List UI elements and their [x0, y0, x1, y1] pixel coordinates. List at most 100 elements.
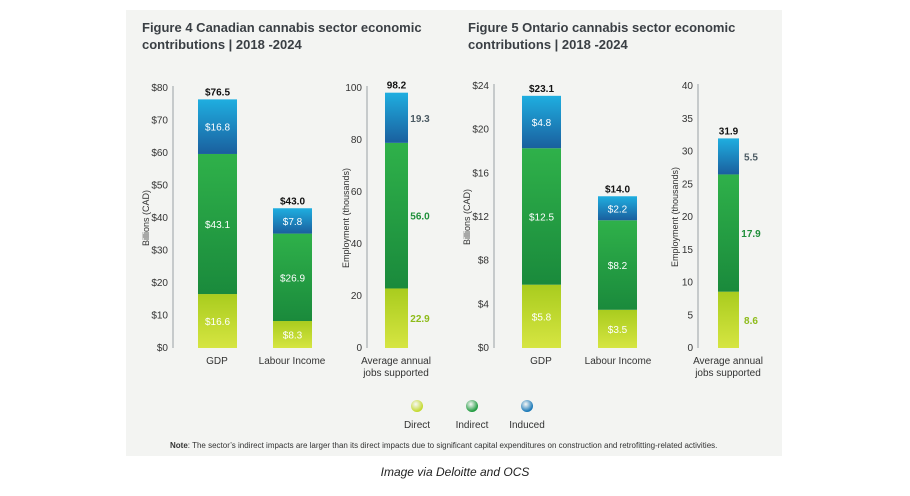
- fig4-money-total-label: $76.5: [205, 87, 230, 98]
- fig5-jobs-ytick-label: 40: [682, 81, 694, 92]
- fig4-money-ytick-label: $80: [151, 83, 168, 94]
- legend-label-direct: Direct: [403, 420, 431, 431]
- fig4-jobs-ytick-label: 100: [345, 83, 362, 94]
- fig4-money-ytick-label: $40: [151, 213, 168, 224]
- fig4-money-data-label-indirect: $43.1: [205, 220, 230, 231]
- fig4-money-data-label-direct: $16.6: [205, 317, 230, 328]
- fig4-jobs-ytick-label: 80: [351, 135, 363, 146]
- fig5-money-ytick-label: $24: [472, 81, 489, 92]
- fig4-money-ytick-label: $50: [151, 181, 168, 192]
- fig4-money-bar-direct: [273, 321, 312, 348]
- fig4-jobs-ytick-label: 0: [356, 343, 362, 354]
- fig5-money-category-label: GDP: [530, 356, 552, 367]
- fig5-jobs-bar-induced: [718, 138, 739, 175]
- fig5-money-bar-induced: [522, 95, 561, 149]
- fig5-jobs-data-label-direct: 8.6: [744, 316, 758, 327]
- fig5-money-total-label: $14.0: [605, 184, 630, 195]
- fig4-money-data-label-direct: $8.3: [283, 331, 303, 342]
- fig4-jobs-bar-induced: [385, 92, 408, 143]
- fig5-money-ytick-label: $16: [472, 168, 489, 179]
- fig4-jobs-data-label-indirect: 56.0: [410, 212, 430, 223]
- fig5-jobs-bar-indirect: [718, 174, 739, 292]
- fig4-jobs-bar-direct: [385, 288, 408, 348]
- fig5-money-data-label-induced: $2.2: [608, 204, 628, 215]
- fig5-jobs-category-label: Average annual: [693, 356, 763, 367]
- fig4-money-bar-indirect: [198, 153, 237, 295]
- fig5-money-ytick-label: $20: [472, 125, 489, 136]
- fig5-jobs-ytick-label: 30: [682, 147, 694, 158]
- figure4-title: Figure 4 Canadian cannabis sector econom…: [142, 20, 422, 52]
- fig4-money-ytick-label: $60: [151, 148, 168, 159]
- fig5-jobs-ytick-label: 5: [687, 310, 693, 321]
- fig5-jobs-category-label: jobs supported: [694, 368, 761, 379]
- fig5-jobs-ytick-label: 10: [682, 278, 694, 289]
- fig5-money-y-axis-label: Billions (CAD): [462, 189, 472, 245]
- legend-item-direct: Direct: [387, 400, 447, 431]
- fig4-jobs-data-label-direct: 22.9: [410, 314, 430, 325]
- fig5-money-bar-induced: [598, 196, 637, 221]
- fig5-money-data-label-induced: $4.8: [532, 118, 552, 129]
- fig4-jobs-category-label: Average annual: [361, 356, 431, 367]
- fig4-money-total-label: $43.0: [280, 196, 305, 207]
- legend-dot-induced: [521, 400, 533, 412]
- fig5-money-ytick-label: $8: [478, 256, 490, 267]
- footnote-label: Note: [170, 441, 188, 450]
- fig5-money-bar-indirect: [598, 220, 637, 310]
- fig5-money-ytick-label: $4: [478, 299, 490, 310]
- fig4-jobs-ytick-label: 60: [351, 187, 363, 198]
- image-caption: Image via Deloitte and OCS: [380, 465, 530, 479]
- fig5-money-data-label-indirect: $12.5: [529, 212, 554, 223]
- fig5-jobs-bar-direct: [718, 291, 739, 348]
- fig5-jobs-data-label-induced: 5.5: [744, 152, 758, 163]
- fig4-money-data-label-indirect: $26.9: [280, 273, 305, 284]
- fig5-jobs-ytick-label: 20: [682, 212, 694, 223]
- fig5-money-data-label-indirect: $8.2: [608, 261, 628, 272]
- fig4-jobs-y-axis-label: Employment (thousands): [341, 168, 351, 268]
- fig4-jobs-category-label: jobs supported: [362, 368, 429, 379]
- fig4-money-ytick-label: $70: [151, 116, 168, 127]
- fig4-money-data-label-induced: $7.8: [283, 217, 303, 228]
- fig5-money-bar-direct: [522, 284, 561, 348]
- legend-dot-direct: [411, 400, 423, 412]
- fig4-jobs-total-label: 98.2: [387, 81, 407, 92]
- fig5-jobs-ytick-label: 35: [682, 114, 694, 125]
- fig4-money-category-label: GDP: [206, 356, 228, 367]
- legend-label-indirect: Indirect: [455, 420, 489, 431]
- legend-item-induced: Induced: [497, 400, 557, 431]
- fig4-money-bar-indirect: [273, 233, 312, 322]
- fig4-jobs-ytick-label: 40: [351, 239, 363, 250]
- fig5-jobs-ytick-label: 0: [687, 343, 693, 354]
- fig5-money-category-label: Labour Income: [585, 356, 652, 367]
- fig4-money-y-axis-label: Billions (CAD): [141, 190, 151, 246]
- fig4-money-ytick-label: $0: [157, 343, 169, 354]
- legend-item-indirect: Indirect: [442, 400, 502, 431]
- fig4-money-bar-induced: [273, 208, 312, 234]
- legend-dot-indirect: [466, 400, 478, 412]
- fig5-money-ytick-label: $0: [478, 343, 490, 354]
- fig4-money-bar-direct: [198, 294, 237, 348]
- fig4-money-category-label: Labour Income: [259, 356, 326, 367]
- fig5-jobs-y-axis-label: Employment (thousands): [670, 167, 680, 267]
- legend-label-induced: Induced: [509, 420, 545, 431]
- fig5-money-data-label-direct: $5.8: [532, 312, 552, 323]
- footnote-text: : The sector’s indirect impacts are larg…: [187, 441, 718, 450]
- fig4-money-ytick-label: $20: [151, 278, 168, 289]
- fig4-money-ytick-label: $30: [151, 246, 168, 257]
- legend: Direct Indirect Induced: [400, 400, 570, 440]
- fig5-money-bar-indirect: [522, 148, 561, 285]
- fig5-money-ytick-label: $12: [472, 212, 489, 223]
- footnote: Note: The sector’s indirect impacts are …: [170, 441, 717, 450]
- fig5-money-total-label: $23.1: [529, 84, 554, 95]
- fig5-jobs-ytick-label: 25: [682, 179, 694, 190]
- fig5-money-data-label-direct: $3.5: [608, 325, 628, 336]
- fig5-jobs-ytick-label: 15: [682, 245, 694, 256]
- fig4-jobs-data-label-induced: 19.3: [410, 114, 430, 125]
- fig4-money-data-label-induced: $16.8: [205, 123, 230, 134]
- fig5-money-bar-direct: [598, 309, 637, 348]
- fig5-jobs-total-label: 31.9: [719, 126, 739, 137]
- fig4-jobs-bar-indirect: [385, 142, 408, 289]
- fig5-jobs-data-label-indirect: 17.9: [741, 229, 761, 240]
- figure5-title: Figure 5 Ontario cannabis sector economi…: [468, 20, 736, 52]
- fig4-jobs-ytick-label: 20: [351, 291, 363, 302]
